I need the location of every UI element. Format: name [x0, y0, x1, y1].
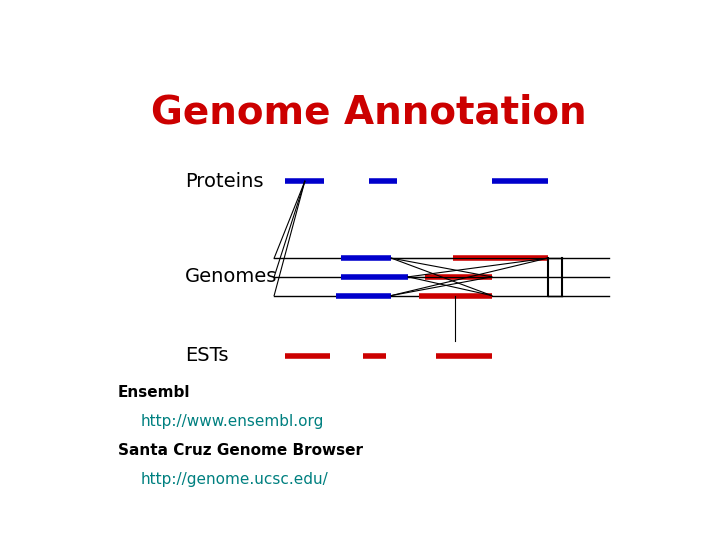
Text: Proteins: Proteins: [185, 172, 264, 191]
Text: Ensembl: Ensembl: [118, 385, 190, 400]
Text: Genomes: Genomes: [185, 267, 277, 286]
Text: Santa Cruz Genome Browser: Santa Cruz Genome Browser: [118, 443, 363, 458]
Text: ESTs: ESTs: [185, 346, 228, 366]
Text: Genome Annotation: Genome Annotation: [151, 94, 587, 132]
Text: http://genome.ucsc.edu/: http://genome.ucsc.edu/: [140, 472, 328, 487]
Text: http://www.ensembl.org: http://www.ensembl.org: [140, 414, 323, 429]
